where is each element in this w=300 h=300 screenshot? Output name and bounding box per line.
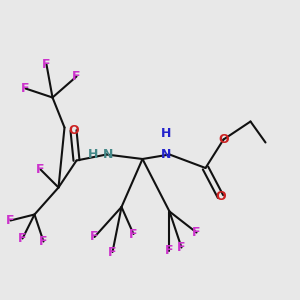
Text: F: F — [39, 235, 48, 248]
Text: F: F — [129, 227, 138, 241]
Text: F: F — [21, 82, 30, 95]
Text: F: F — [72, 70, 81, 83]
Text: O: O — [68, 124, 79, 137]
Text: F: F — [6, 214, 15, 227]
Text: F: F — [18, 232, 27, 245]
Text: F: F — [90, 230, 99, 244]
Text: H: H — [161, 127, 172, 140]
Text: N: N — [161, 148, 172, 161]
Text: H: H — [88, 148, 98, 161]
Text: F: F — [42, 58, 51, 71]
Text: F: F — [165, 244, 174, 257]
Text: F: F — [36, 163, 45, 176]
Text: O: O — [215, 190, 226, 203]
Text: F: F — [192, 226, 201, 239]
Text: O: O — [218, 133, 229, 146]
Text: N: N — [103, 148, 113, 161]
Text: F: F — [108, 245, 117, 259]
Text: F: F — [177, 241, 186, 254]
